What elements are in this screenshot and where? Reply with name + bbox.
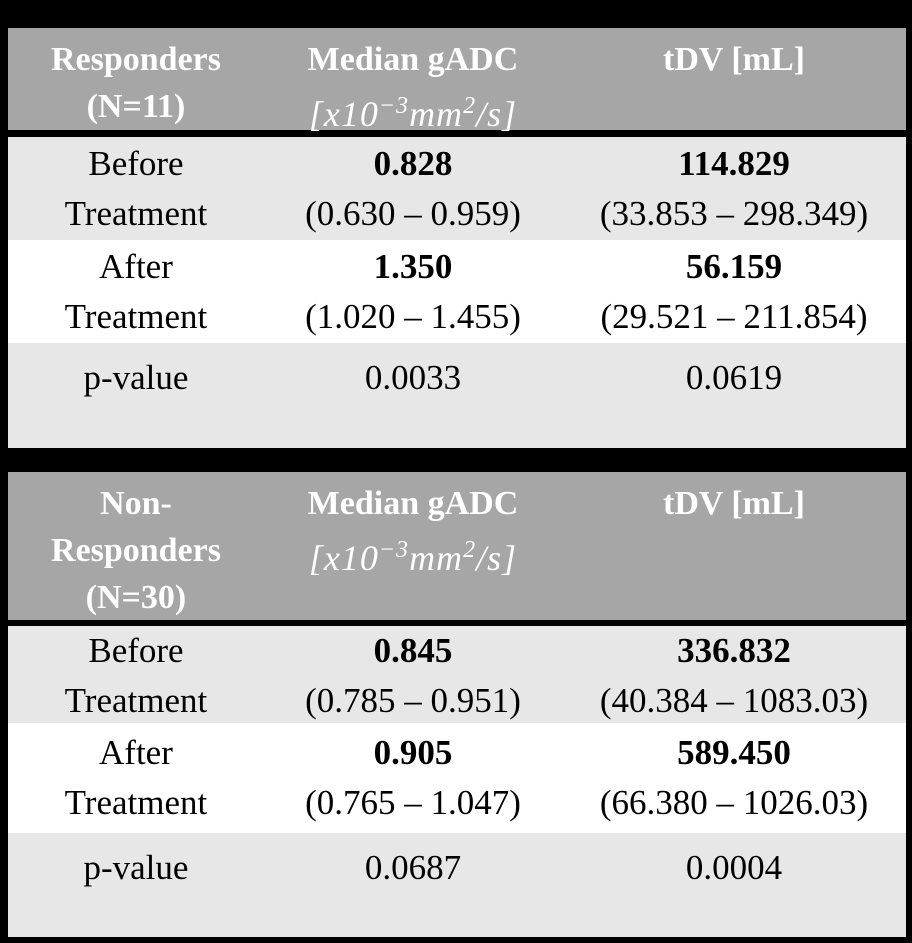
gadc-pvalue-cell: 0.0687 (264, 833, 562, 937)
gadc-value-cell: 0.845 (0.785 – 0.951) (264, 626, 562, 726)
table-row-pvalue: p-value 0.0033 0.0619 (8, 343, 906, 448)
row-label-cell: After Treatment (8, 723, 264, 833)
gadc-pvalue: 0.0687 (364, 848, 462, 887)
unit-text: mm (409, 94, 464, 134)
gadc-median-value: 1.350 (373, 246, 453, 286)
tdv-range: (33.853 – 298.349) (599, 193, 869, 233)
tdv-pvalue: 0.0004 (685, 848, 783, 887)
table-row-after-treatment: After Treatment 1.350 (1.020 – 1.455) 56… (8, 240, 906, 343)
row-label-line: Treatment (64, 296, 208, 336)
row-label-cell: Before Treatment (8, 626, 264, 726)
tdv-median-value: 336.832 (677, 631, 791, 670)
row-label-cell: After Treatment (8, 240, 264, 343)
tdv-value-cell: 336.832 (40.384 – 1083.03) (562, 626, 906, 726)
gadc-column-header: Median gADC [x10−3mm2/s] (264, 36, 562, 138)
tdv-value-cell: 589.450 (66.380 – 1026.03) (562, 723, 906, 833)
gadc-column-unit: [x10−3mm2/s] (309, 527, 517, 582)
unit-exponent: −3 (378, 93, 410, 119)
gadc-median-value: 0.845 (373, 631, 453, 670)
row-label-line: After (99, 246, 173, 286)
tdv-range: (40.384 – 1083.03) (599, 681, 869, 720)
row-label-cell: p-value (8, 833, 264, 937)
tdv-column-title: tDV [mL] (663, 485, 805, 522)
gadc-median-value: 0.828 (373, 143, 453, 183)
gadc-column-unit: [x10−3mm2/s] (309, 83, 517, 138)
unit-text: mm (409, 538, 464, 578)
pvalue-label: p-value (83, 358, 189, 397)
tdv-column-header: tDV [mL] (562, 36, 906, 138)
tdv-median-value: 56.159 (685, 246, 783, 286)
group-n-label: (N=30) (85, 579, 187, 616)
tdv-value-cell: 114.829 (33.853 – 298.349) (562, 137, 906, 240)
group-label-line: Non- (100, 485, 172, 522)
gadc-range: (1.020 – 1.455) (305, 296, 521, 336)
tdv-pvalue-cell: 0.0619 (562, 343, 906, 448)
unit-text: [x10 (308, 538, 379, 578)
tdv-column-title: tDV [mL] (663, 41, 805, 78)
gadc-column-title: Median gADC (307, 485, 519, 522)
header-divider (8, 620, 906, 626)
responders-table: Responders (N=11) Median gADC [x10−3mm2/… (8, 28, 906, 448)
row-label-cell: p-value (8, 343, 264, 448)
tdv-median-value: 589.450 (677, 733, 791, 772)
tdv-pvalue-cell: 0.0004 (562, 833, 906, 937)
responders-header-row: Responders (N=11) Median gADC [x10−3mm2/… (8, 28, 906, 134)
tdv-median-value: 114.829 (678, 143, 790, 183)
unit-exponent: 2 (463, 93, 477, 119)
row-label-line: Before (88, 143, 184, 183)
tdv-value-cell: 56.159 (29.521 – 211.854) (562, 240, 906, 343)
non-responders-header-row: Non- Responders (N=30) Median gADC [x10−… (8, 472, 906, 620)
tdv-column-header: tDV [mL] (562, 480, 906, 621)
unit-exponent: −3 (378, 537, 410, 563)
table-row-before-treatment: Before Treatment 0.845 (0.785 – 0.951) 3… (8, 626, 906, 723)
tdv-range: (29.521 – 211.854) (600, 296, 868, 336)
gadc-range: (0.630 – 0.959) (305, 193, 521, 233)
unit-text: /s] (476, 94, 518, 134)
row-label-line: Treatment (64, 681, 208, 720)
tdv-range: (66.380 – 1026.03) (599, 783, 869, 822)
gadc-column-header: Median gADC [x10−3mm2/s] (264, 480, 562, 621)
non-responders-table: Non- Responders (N=30) Median gADC [x10−… (8, 472, 906, 937)
header-divider (8, 130, 906, 137)
responders-group-header: Responders (N=11) (8, 36, 264, 138)
table-row-before-treatment: Before Treatment 0.828 (0.630 – 0.959) 1… (8, 137, 906, 240)
non-responders-group-header: Non- Responders (N=30) (8, 480, 264, 621)
row-label-line: Treatment (64, 783, 208, 822)
unit-exponent: 2 (463, 537, 477, 563)
gadc-median-value: 0.905 (373, 733, 453, 772)
row-label-line: Treatment (64, 193, 208, 233)
gadc-range: (0.765 – 1.047) (305, 783, 521, 822)
group-label-line: Responders (50, 41, 221, 78)
gadc-pvalue: 0.0033 (364, 358, 462, 397)
table-row-after-treatment: After Treatment 0.905 (0.765 – 1.047) 58… (8, 723, 906, 833)
table-row-pvalue: p-value 0.0687 0.0004 (8, 833, 906, 937)
pvalue-label: p-value (83, 848, 189, 887)
row-label-cell: Before Treatment (8, 137, 264, 240)
gadc-column-title: Median gADC (307, 41, 519, 78)
gadc-value-cell: 0.905 (0.765 – 1.047) (264, 723, 562, 833)
group-label-line: Responders (50, 532, 221, 569)
gadc-range: (0.785 – 0.951) (305, 681, 521, 720)
group-n-label: (N=11) (86, 88, 186, 125)
gadc-value-cell: 0.828 (0.630 – 0.959) (264, 137, 562, 240)
unit-text: [x10 (308, 94, 379, 134)
unit-text: /s] (476, 538, 518, 578)
gadc-pvalue-cell: 0.0033 (264, 343, 562, 448)
row-label-line: After (99, 733, 173, 772)
tdv-pvalue: 0.0619 (685, 358, 783, 397)
row-label-line: Before (88, 631, 184, 670)
gadc-value-cell: 1.350 (1.020 – 1.455) (264, 240, 562, 343)
